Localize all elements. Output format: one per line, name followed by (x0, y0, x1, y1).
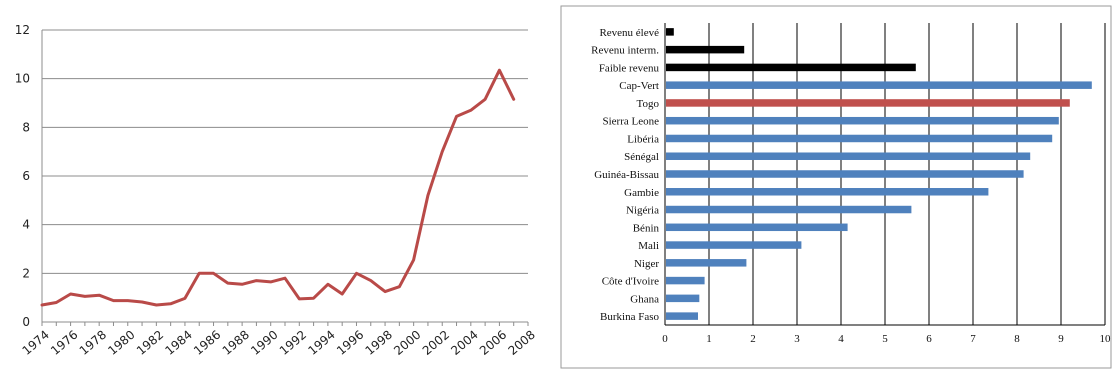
line-chart: 0246810121974197619781980198219841986198… (15, 23, 538, 358)
x-tick-label: 1 (706, 333, 712, 345)
category-label: Revenu élevé (599, 27, 659, 39)
category-label: Mali (638, 240, 659, 252)
x-tick-label: 2 (750, 333, 756, 345)
x-tick-label: 4 (838, 333, 844, 345)
bar (666, 259, 747, 267)
bar (666, 205, 912, 214)
category-label: Côte d'Ivoire (602, 276, 659, 288)
x-tick-label: 5 (882, 333, 888, 345)
bar (666, 45, 745, 54)
y-tick-label: 8 (22, 120, 30, 134)
category-label: Burkina Faso (600, 311, 659, 323)
series-line (40, 68, 516, 307)
y-tick-label: 6 (22, 169, 30, 183)
bar (666, 134, 1053, 143)
bar (666, 81, 1092, 89)
category-label: Revenu interm. (591, 45, 659, 57)
category-label: Libéria (627, 133, 659, 145)
category-label: Guinéa-Bissau (594, 169, 659, 181)
bar (666, 63, 916, 72)
bar (666, 152, 1031, 160)
y-tick-label: 10 (15, 72, 30, 86)
x-tick-label: 9 (1058, 333, 1064, 345)
x-tick-label: 10 (1100, 333, 1112, 345)
category-label: Sierra Leone (603, 116, 660, 128)
bar (666, 312, 698, 320)
y-tick-label: 12 (15, 23, 30, 37)
bar (666, 241, 802, 249)
category-label: Niger (634, 258, 659, 270)
x-tick-label: 8 (1014, 333, 1020, 345)
y-tick-label: 4 (22, 218, 30, 232)
bar (666, 223, 848, 232)
y-tick-label: 0 (22, 315, 30, 329)
y-tick-label: 2 (22, 266, 30, 280)
category-label: Nigéria (626, 205, 659, 217)
chart-frame (560, 5, 1112, 369)
category-label: Gambie (624, 187, 659, 199)
bar (666, 188, 989, 196)
x-tick-label: 0 (662, 333, 668, 345)
x-tick-label: 3 (794, 333, 800, 345)
category-label: Sénégal (624, 151, 659, 163)
bar (666, 116, 1059, 125)
bar (666, 170, 1024, 178)
bar (666, 99, 1070, 107)
category-label: Togo (637, 98, 660, 110)
x-tick-label: 7 (970, 333, 976, 345)
bar (666, 276, 705, 285)
bar (666, 28, 674, 36)
category-label: Faible revenu (599, 62, 660, 74)
bar (666, 294, 700, 303)
category-label: Cap-Vert (619, 80, 659, 92)
category-label: Ghana (630, 293, 659, 305)
category-label: Bénin (633, 222, 660, 234)
x-tick-label: 6 (926, 333, 932, 345)
